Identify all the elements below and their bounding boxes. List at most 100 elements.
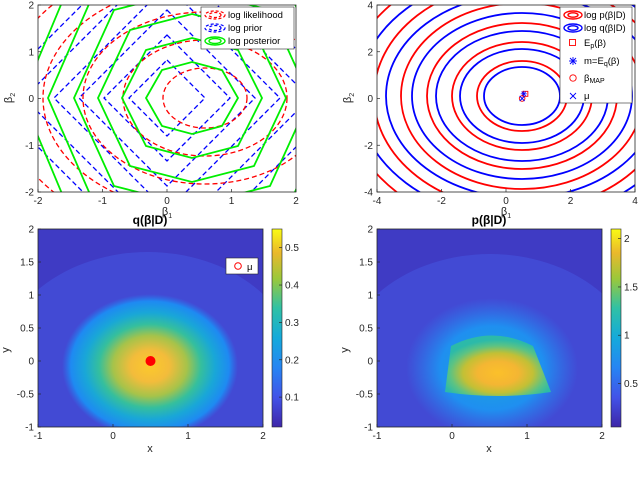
posterior-contour-6 (38, 5, 63, 192)
y-tick-label: 1 (28, 47, 34, 58)
x-tick-label: 1 (185, 431, 191, 442)
y-tick-label: 0 (367, 357, 373, 368)
heatmap-image (38, 229, 263, 427)
x-tick-label: 0 (503, 196, 509, 207)
x-tick-label: -2 (34, 196, 43, 207)
x-tick-labels: -2 -1 0 1 2 (34, 189, 299, 207)
y-tick-label: 2 (28, 225, 34, 236)
legend-item-posterior: log posterior (204, 36, 280, 47)
y-tick-labels: -1 -0.5 0 0.5 1 1.5 2 (17, 225, 41, 434)
y-tick-label: -0.5 (17, 390, 35, 401)
colorbar-tick-label: 0.5 (285, 243, 299, 254)
y-tick-label: 1.5 (359, 258, 373, 269)
colorbar: 0.5 1 1.5 2 (610, 228, 638, 428)
legend-label-mu: μ (247, 262, 252, 273)
q-contour-5 (385, 5, 635, 192)
x-axis-label: β1 (501, 206, 511, 220)
p-contour-4 (400, 5, 635, 190)
colorbar-tick-label: 0.5 (624, 379, 638, 390)
y-tick-label: -2 (25, 188, 34, 199)
mu-point (145, 356, 156, 366)
legend-item-log-p: log p(β|D) (563, 10, 626, 21)
y-tick-label: 0 (28, 94, 34, 105)
x-tick-label: 0 (164, 196, 170, 207)
y-tick-label: 2 (367, 47, 373, 58)
y-axis: -4 -2 0 2 4 β2 (342, 1, 380, 199)
posterior-contour-5 (47, 5, 296, 192)
colorbar-tick-label: 1 (624, 331, 630, 342)
x-tick-labels: -4 -2 0 2 4 (373, 189, 638, 207)
y-axis: -1 -0.5 0 0.5 1 1.5 2 y (0, 225, 41, 434)
y-axis-label: y (339, 347, 351, 353)
x-tick-label: -4 (373, 196, 382, 207)
y-axis-label: β2 (3, 93, 17, 103)
x-tick-labels: -1 0 1 2 (34, 424, 266, 442)
legend: log p(β|D) log q(β|D) Ep(β) m=Eq(β) βMAP… (559, 6, 633, 104)
legend: log likelihood log prior log posterior (200, 6, 295, 50)
colorbar-tick-label: 0.1 (285, 393, 299, 404)
legend-label-mu: μ (584, 91, 589, 102)
prior-contour-5 (38, 5, 296, 192)
y-tick-label: 2 (28, 1, 34, 12)
x-axis-label: β1 (162, 206, 172, 220)
y-tick-label: -1 (364, 423, 373, 434)
panel-contour-log-posterior: -2 -1 0 1 2 β1 -2 -1 0 1 2 β2 log likelihood log… (3, 1, 299, 221)
prior-contour-1 (128, 59, 206, 137)
colorbar-tick-label: 1.5 (624, 282, 638, 293)
x-tick-label: 4 (632, 196, 638, 207)
prior-contour-3 (78, 9, 256, 187)
colorbar-tick-labels: 0.5 1 1.5 2 (618, 234, 638, 390)
legend-item-prior: log prior (204, 23, 262, 34)
marker-circle (518, 95, 526, 102)
marker-x (519, 95, 525, 102)
y-tick-label: -2 (364, 141, 373, 152)
y-tick-label: 0.5 (359, 324, 373, 335)
y-tick-labels: -2 -1 0 1 2 (25, 1, 41, 199)
legend-label-m: m=Eq(β) (584, 56, 620, 68)
y-axis-label: β2 (342, 93, 356, 103)
legend-label-log-q: log q(β|D) (584, 23, 626, 34)
x-axis-label: x (486, 443, 492, 455)
colorbar-tick-label: 2 (624, 234, 630, 245)
colorbar-tick-label: 0.3 (285, 318, 299, 329)
legend-label-ep: Ep(β) (584, 38, 606, 50)
legend-label-log-p: log p(β|D) (584, 10, 626, 21)
x-tick-label: 2 (599, 431, 605, 442)
legend-marker-mu (234, 262, 242, 270)
posterior-contour-2 (120, 37, 264, 159)
x-tick-label: 2 (260, 431, 266, 442)
legend-label-prior: log prior (228, 23, 262, 34)
legend-box (225, 257, 259, 275)
heatmap-image (377, 229, 602, 427)
density-blob (62, 294, 238, 427)
legend-item-mu: μ (569, 91, 589, 102)
plot-title: q(β|D) (133, 213, 168, 227)
point-markers (518, 90, 529, 102)
likelihood-contour-1 (162, 67, 248, 129)
y-tick-label: 4 (367, 1, 373, 12)
panel-heatmap-q: q(β|D) μ -1 0 1 2 x -1-0.500.511.52 y 0.10.… (0, 213, 299, 455)
y-tick-label: 0 (367, 94, 373, 105)
x-tick-label: 0 (110, 431, 116, 442)
legend-item-ep: Ep(β) (569, 38, 606, 50)
prior-contour-2 (103, 34, 231, 162)
y-tick-label: -4 (364, 188, 373, 199)
x-tick-label: 2 (293, 196, 299, 207)
x-tick-label: -1 (373, 431, 382, 442)
x-tick-label: 1 (229, 196, 235, 207)
y-tick-label: -1 (25, 423, 34, 434)
y-tick-label: -0.5 (356, 390, 374, 401)
x-tick-label: 0 (449, 431, 455, 442)
x-tick-label: 1 (524, 431, 530, 442)
y-tick-label: 1 (28, 291, 34, 302)
legend-item-likelihood: log likelihood (204, 10, 283, 21)
y-tick-label: 0.5 (20, 324, 34, 335)
y-tick-labels: -1 -0.5 0 0.5 1 1.5 2 (356, 225, 380, 434)
x-axis: -4 -2 0 2 4 β1 (373, 189, 638, 220)
legend: μ (225, 257, 259, 275)
posterior-contour-3 (97, 13, 287, 183)
legend-label-posterior: log posterior (228, 36, 280, 47)
posterior-contour-1 (144, 61, 240, 135)
likelihood-contour-4 (42, 5, 296, 192)
